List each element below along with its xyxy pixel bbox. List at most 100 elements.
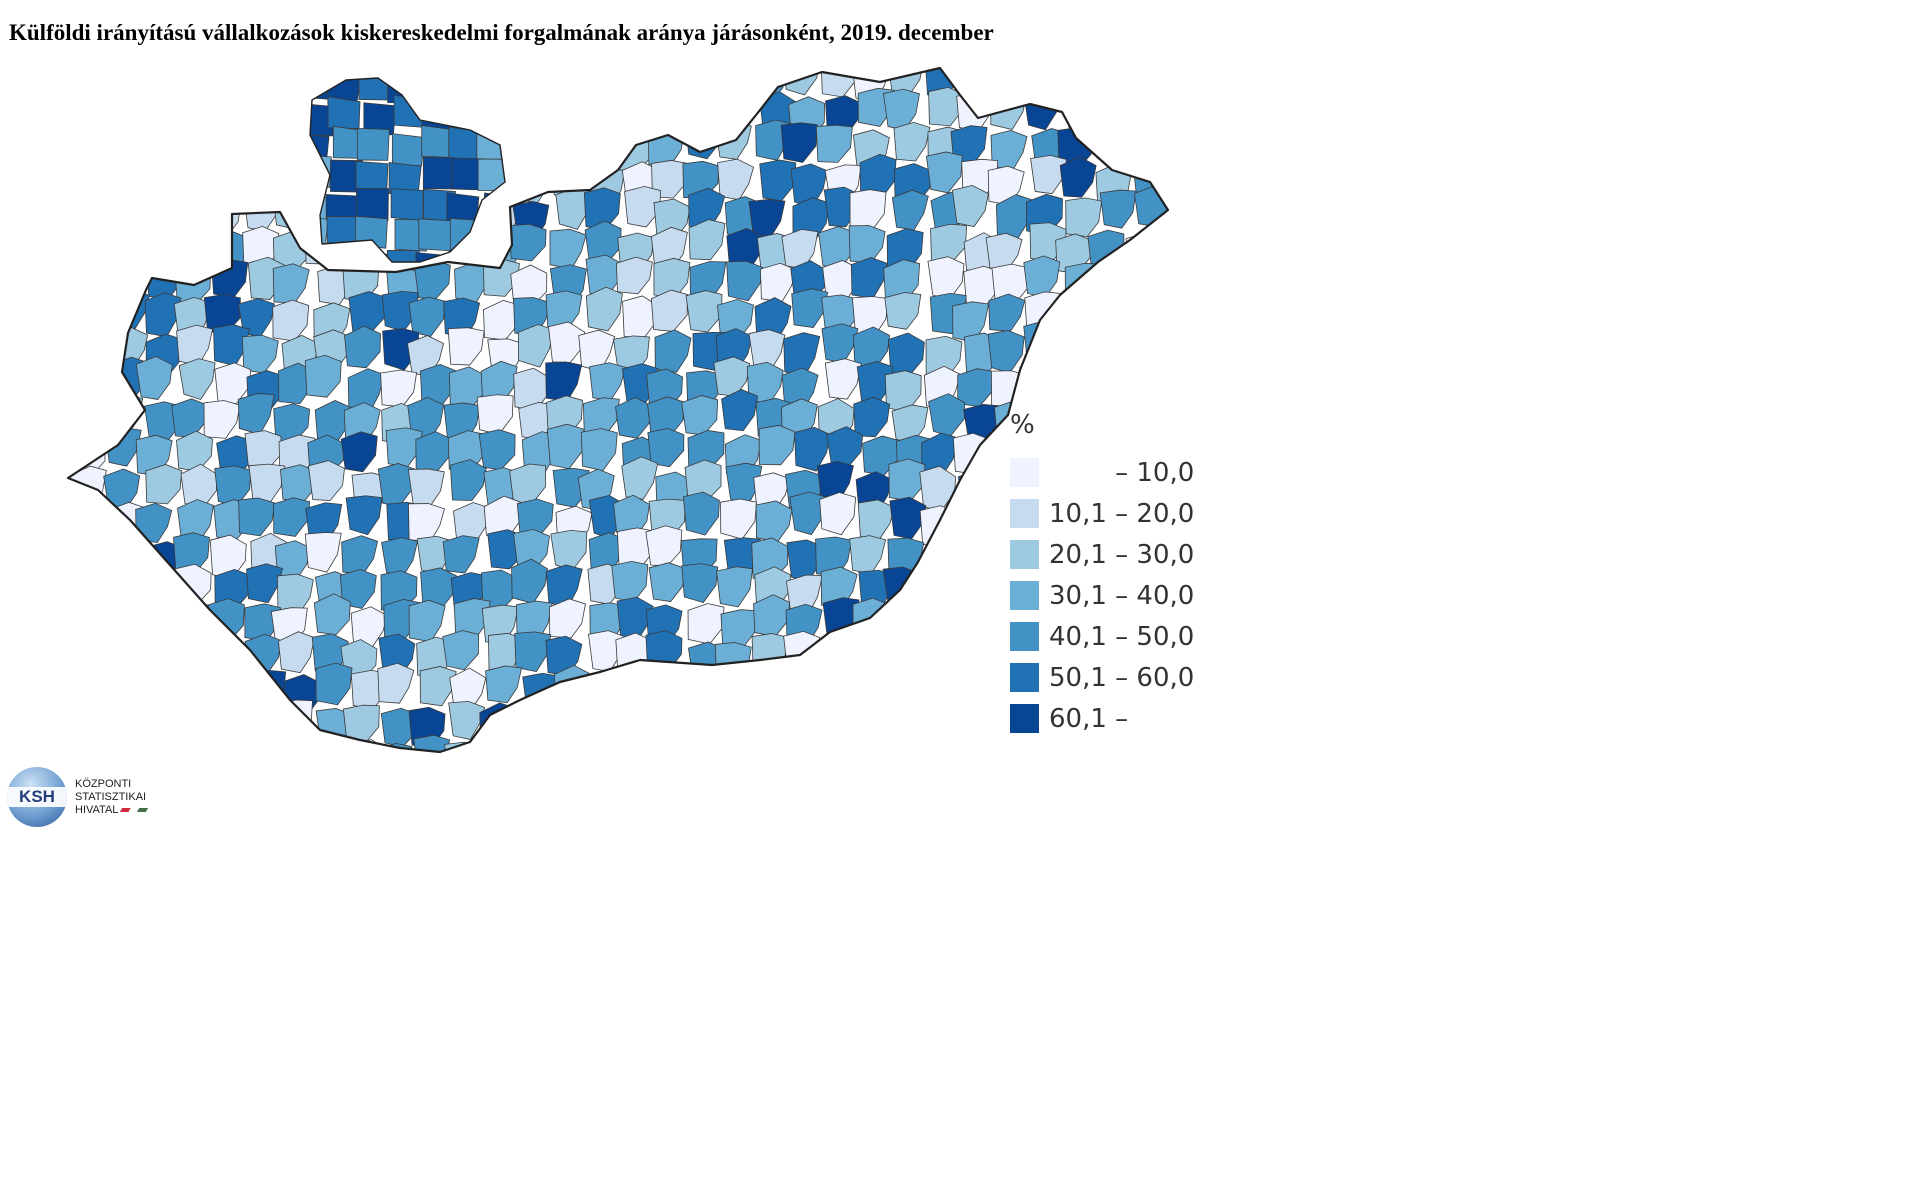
budapest-inset-map — [309, 71, 541, 263]
legend-class-3: 30,1 – 40,0 — [1010, 575, 1230, 616]
district-area — [413, 734, 451, 752]
district-area — [726, 260, 764, 302]
district-area — [713, 356, 751, 397]
budapest-district-area — [509, 134, 541, 166]
district-area — [759, 159, 797, 202]
budapest-district-area — [448, 126, 482, 160]
district-area — [751, 633, 789, 674]
district-area — [207, 598, 245, 642]
district-area — [442, 535, 480, 574]
district-area — [990, 370, 1028, 408]
district-area — [408, 599, 446, 643]
district-area — [1065, 197, 1103, 238]
district-area — [509, 463, 547, 506]
district-area — [826, 426, 864, 468]
district-area — [550, 529, 588, 571]
district-area — [1019, 362, 1057, 401]
budapest-district-area — [386, 249, 420, 262]
district-area — [583, 187, 621, 230]
district-area — [106, 395, 144, 435]
district-area — [377, 662, 415, 704]
district-area — [849, 189, 887, 232]
district-area — [791, 288, 829, 329]
legend-swatch — [1010, 499, 1039, 528]
legend-classes: – 10,0 10,1 – 20,0 20,1 – 30,0 30,1 – 40,0 4… — [1010, 452, 1230, 739]
budapest-district-area — [506, 71, 538, 103]
district-area — [755, 500, 793, 543]
district-area — [545, 290, 583, 330]
district-area — [820, 566, 858, 608]
legend-label: 50,1 – 60,0 — [1049, 662, 1195, 693]
budapest-district-area — [483, 95, 505, 129]
district-area — [585, 286, 623, 332]
district-area — [237, 393, 275, 435]
district-area — [717, 158, 755, 201]
district-area — [650, 289, 688, 332]
district-area — [850, 257, 888, 300]
district-area — [884, 292, 922, 330]
district-area — [849, 535, 887, 575]
district-area — [103, 468, 141, 510]
district-area — [278, 631, 315, 674]
district-area — [304, 532, 342, 573]
district-area — [415, 431, 453, 472]
budapest-district-area — [451, 78, 484, 104]
district-area — [243, 189, 281, 232]
district-area — [648, 562, 686, 602]
budapest-district-area — [477, 158, 505, 192]
district-area — [987, 330, 1025, 374]
district-area — [853, 396, 891, 438]
district-area — [1059, 156, 1097, 198]
legend-swatch — [1010, 540, 1039, 569]
district-area — [478, 429, 516, 471]
legend-class-2: 20,1 – 30,0 — [1010, 534, 1230, 575]
budapest-district-area — [449, 217, 483, 251]
district-area — [928, 536, 965, 581]
district-area — [522, 672, 560, 715]
district-area — [815, 536, 853, 578]
district-area — [272, 188, 310, 230]
legend-label: 10,1 – 20,0 — [1049, 498, 1195, 529]
budapest-district-area — [504, 98, 505, 132]
district-area — [688, 187, 726, 229]
budapest-district-area — [391, 133, 425, 167]
district-area — [893, 122, 931, 162]
district-area — [957, 470, 995, 513]
district-area — [853, 326, 891, 370]
district-area — [350, 738, 388, 752]
ksh-logo-text: KÖZPONTI STATISZTIKAI HIVATAL — [75, 778, 149, 817]
district-area — [178, 358, 216, 401]
district-area — [203, 400, 241, 439]
district-area — [891, 189, 929, 231]
district-area — [176, 430, 213, 472]
district-area — [720, 498, 757, 540]
district-area — [925, 151, 963, 194]
district-area — [780, 122, 818, 163]
legend-label: 20,1 – 30,0 — [1049, 539, 1195, 570]
budapest-district-area — [310, 154, 332, 188]
district-area — [952, 184, 989, 228]
district-area — [171, 398, 209, 438]
district-area — [783, 630, 821, 673]
district-area — [145, 572, 183, 613]
district-area — [273, 497, 311, 537]
district-area — [549, 598, 586, 639]
legend-class-6: 60,1 – — [1010, 698, 1230, 739]
budapest-district-area — [422, 156, 456, 190]
district-area — [681, 563, 719, 603]
district-area — [790, 163, 828, 208]
district-area — [248, 463, 286, 503]
district-area — [348, 291, 386, 334]
district-area — [1099, 189, 1137, 229]
district-area — [509, 223, 547, 262]
district-area — [174, 563, 212, 606]
country-border — [66, 66, 1170, 754]
budapest-district-area — [482, 78, 505, 107]
district-area — [714, 115, 752, 160]
district-area — [1023, 255, 1061, 298]
ksh-logo-abbr: KSH — [19, 787, 55, 806]
district-area — [613, 494, 650, 539]
district-area — [345, 495, 383, 536]
district-area — [313, 593, 351, 636]
district-area — [760, 262, 797, 303]
